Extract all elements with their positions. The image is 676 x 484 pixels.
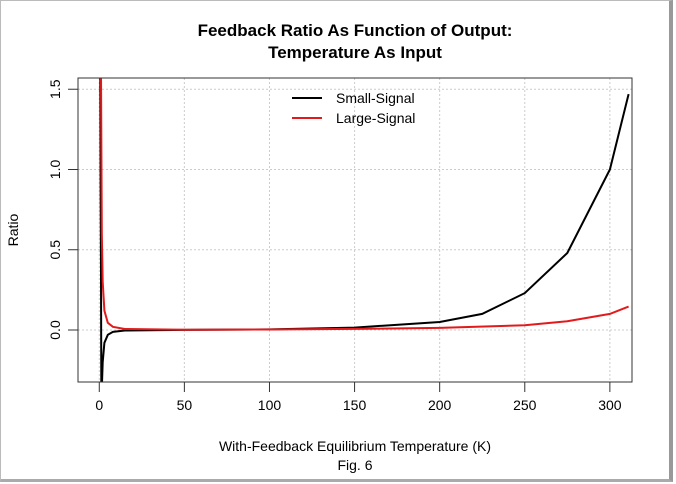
y-tick-label: 1.5 [47, 79, 63, 99]
legend-label-large-signal: Large-Signal [336, 110, 415, 126]
series-lines [99, 78, 630, 382]
axes: 0 50 100 150 200 250 300 0.0 0.5 1.0 1.5 [47, 79, 622, 413]
y-tick-label: 1.0 [47, 160, 63, 180]
x-tick-label: 250 [513, 397, 537, 413]
x-axis-label: With-Feedback Equilibrium Temperature (K… [219, 438, 491, 454]
x-tick-label: 100 [258, 397, 282, 413]
series-line-large-signal [100, 78, 629, 331]
figure-caption: Fig. 6 [337, 457, 372, 473]
x-tick-label: 150 [343, 397, 367, 413]
y-tick-label: 0.0 [47, 320, 63, 340]
x-tick-label: 50 [177, 397, 193, 413]
y-axis-label: Ratio [5, 213, 21, 246]
chart-title-line1: Feedback Ratio As Function of Output: [198, 21, 513, 40]
y-tick-label: 0.5 [47, 240, 63, 260]
legend: Small-Signal Large-Signal [292, 90, 415, 126]
x-tick-label: 300 [598, 397, 622, 413]
x-tick-label: 200 [428, 397, 452, 413]
legend-label-small-signal: Small-Signal [336, 90, 415, 106]
chart-title-line2: Temperature As Input [268, 43, 442, 62]
x-tick-label: 0 [95, 397, 103, 413]
